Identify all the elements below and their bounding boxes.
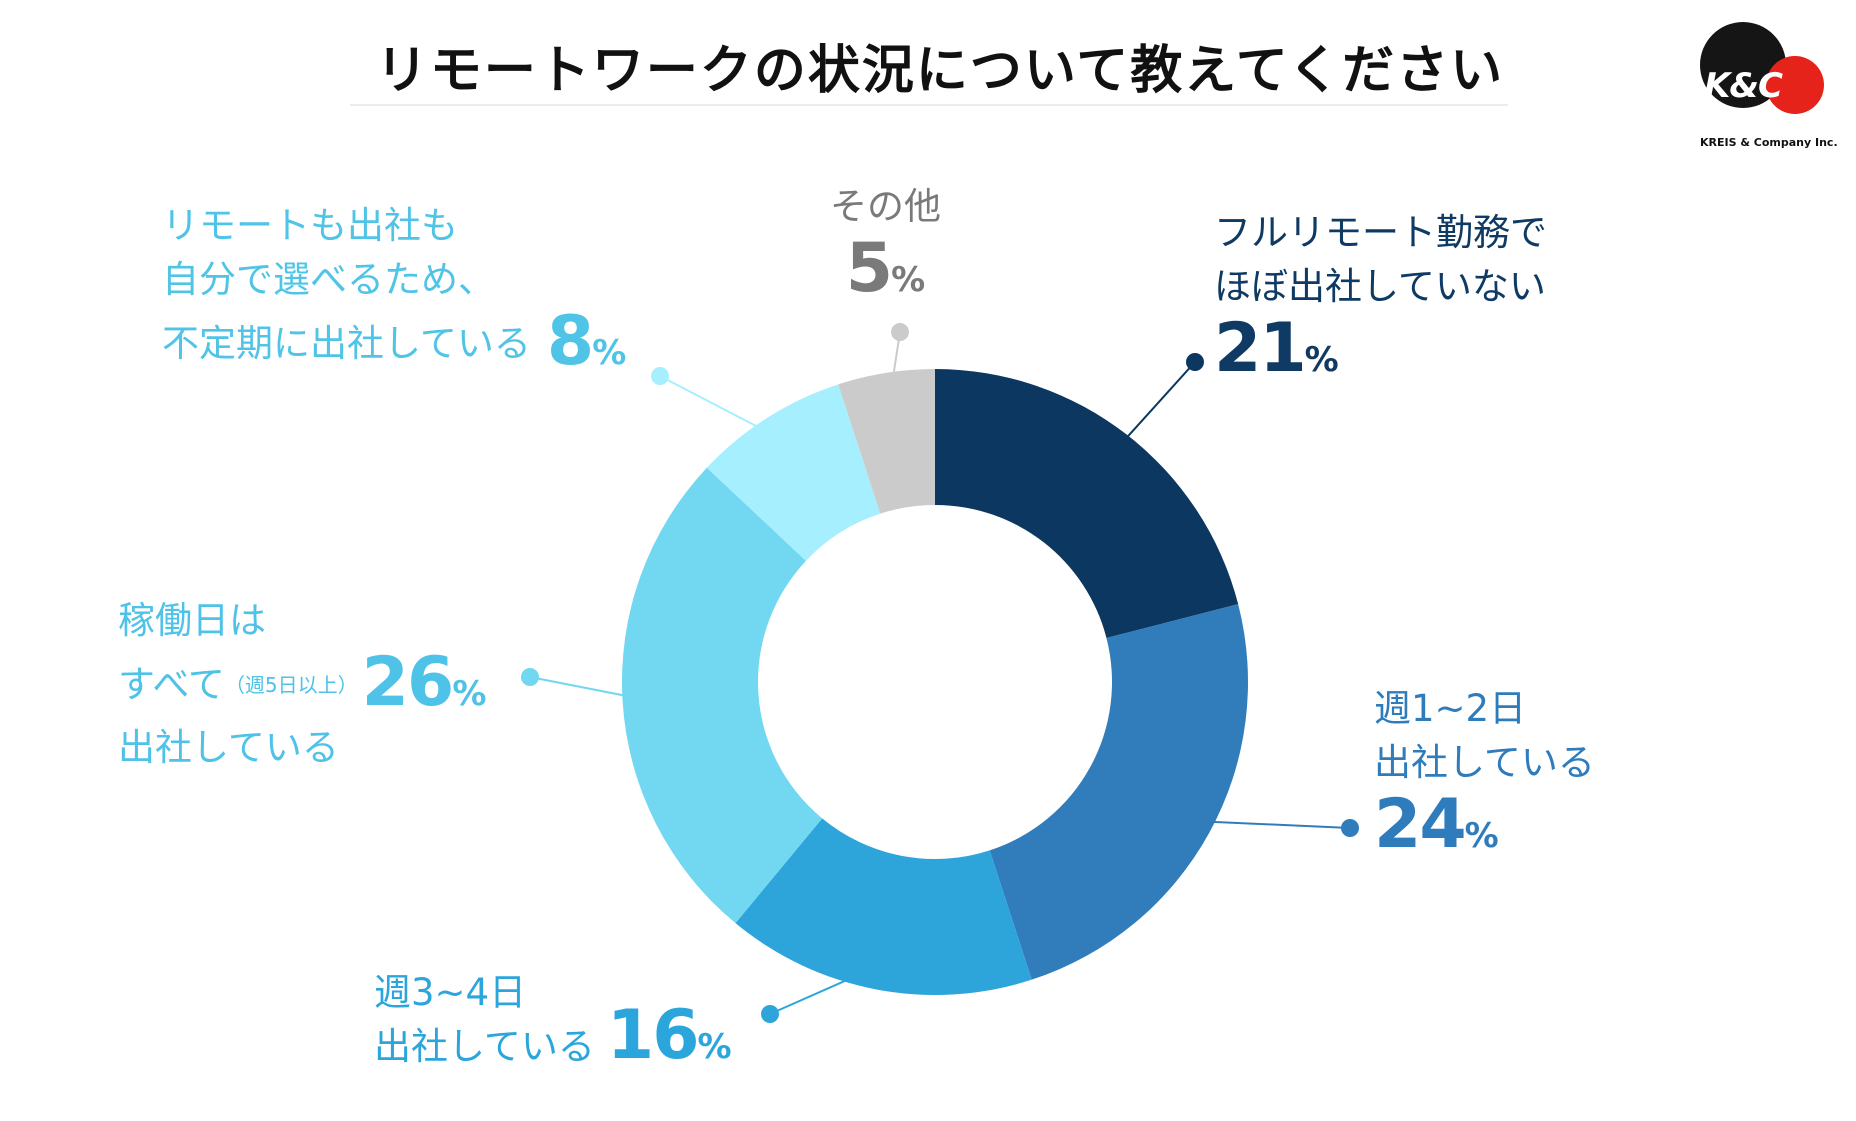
label-full-remote-line1: フルリモート勤務で xyxy=(1214,211,1547,254)
label-flexible-line3: 不定期に出社している xyxy=(162,321,531,365)
label-other: その他 5% xyxy=(830,180,941,307)
value-week-1-2: 24 xyxy=(1374,785,1467,864)
slice-full-remote xyxy=(935,369,1239,638)
label-flexible-line2: 自分で選べるため、 xyxy=(162,258,495,301)
label-week-3-4: 週3~4日 出社している 16% xyxy=(374,966,732,1074)
unit-flexible: % xyxy=(592,333,627,373)
logo-red-circle xyxy=(1766,56,1824,114)
value-full-remote: 21 xyxy=(1214,309,1307,388)
label-full-remote: フルリモート勤務で ほぼ出社していない 21% xyxy=(1214,206,1547,387)
leader-line-full-remote xyxy=(1110,361,1196,456)
slice-every-day xyxy=(621,467,823,924)
logo-mark: K&C xyxy=(1704,66,1783,106)
leader-line-every-day xyxy=(529,676,648,702)
leader-dot-week-1-2 xyxy=(1341,819,1359,837)
label-every-day-line1: 稼働日は xyxy=(118,599,266,642)
logo-company-name: KREIS & Company Inc. xyxy=(1700,136,1838,149)
leader-line-week-3-4 xyxy=(769,963,882,1015)
value-other: 5 xyxy=(845,229,893,308)
leader-line-flexible xyxy=(659,375,782,440)
label-every-day-line3: 出社している xyxy=(118,726,339,769)
leader-line-other xyxy=(888,331,901,398)
leader-dot-other xyxy=(891,323,909,341)
slice-week-3-4 xyxy=(735,818,1032,995)
leader-dot-every-day xyxy=(521,668,539,686)
label-every-day: 稼働日は すべて （週5日以上） 26% 出社している xyxy=(118,594,486,775)
value-every-day: 26 xyxy=(361,643,455,722)
leader-dot-week-3-4 xyxy=(761,1005,779,1023)
label-week-3-4-line2: 出社している xyxy=(374,1025,595,1068)
label-every-day-note: （週5日以上） xyxy=(224,672,358,697)
label-week-1-2-line1: 週1~2日 xyxy=(1374,687,1527,730)
slice-other xyxy=(838,369,935,514)
label-full-remote-line2: ほぼ出社していない xyxy=(1214,265,1546,308)
label-week-3-4-line1: 週3~4日 xyxy=(374,971,527,1014)
unit-week-3-4: % xyxy=(697,1027,732,1067)
label-week-1-2: 週1~2日 出社している 24% xyxy=(1374,682,1595,863)
unit-week-1-2: % xyxy=(1464,816,1499,856)
label-flexible-line1: リモートも出社も xyxy=(162,204,458,247)
unit-every-day: % xyxy=(452,674,487,714)
unit-full-remote: % xyxy=(1304,340,1339,380)
value-flexible: 8 xyxy=(546,302,594,381)
leader-line-week-1-2 xyxy=(1187,819,1351,829)
value-week-3-4: 16 xyxy=(606,996,700,1075)
label-week-1-2-line2: 出社している xyxy=(1374,741,1595,784)
company-logo: K&C KREIS & Company Inc. xyxy=(1700,20,1850,160)
leader-dot-flexible xyxy=(651,367,669,385)
label-flexible: リモートも出社も 自分で選べるため、 不定期に出社している 8% xyxy=(162,199,626,380)
slice-flexible xyxy=(706,384,881,561)
title-divider xyxy=(350,104,1508,106)
label-other-line1: その他 xyxy=(830,185,941,228)
label-every-day-line2: すべて xyxy=(118,662,225,706)
leader-dot-full-remote xyxy=(1186,353,1204,371)
chart-title: リモートワークの状況について教えてください xyxy=(375,41,1505,101)
slice-week-1-2 xyxy=(989,604,1248,980)
unit-other: % xyxy=(891,260,926,300)
